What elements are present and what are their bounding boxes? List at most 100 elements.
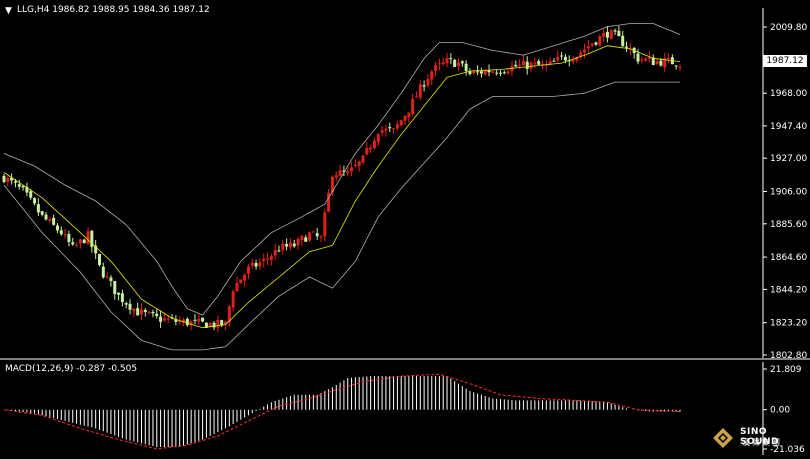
candle-body — [472, 71, 476, 74]
candle-body — [479, 71, 483, 74]
candle-body — [586, 46, 590, 49]
candle-body — [430, 71, 434, 80]
candle-body — [300, 236, 304, 241]
candle-body — [288, 242, 292, 248]
candle-body — [113, 281, 117, 294]
logo-name: SINO SOUND — [740, 427, 779, 447]
candle-body — [445, 58, 449, 64]
candle-body — [277, 250, 281, 252]
candle-body — [674, 65, 678, 67]
candle-body — [147, 312, 151, 314]
candle-body — [571, 59, 575, 62]
moving-average — [3, 45, 681, 329]
candle-body — [101, 266, 105, 278]
candle-body — [617, 30, 621, 37]
candle-body — [94, 245, 98, 254]
candle-body — [243, 274, 247, 281]
candle-body — [13, 181, 17, 183]
candle-body — [78, 239, 82, 244]
candle-body — [659, 60, 663, 66]
candle-body — [476, 71, 480, 73]
current-price-label: 1987.12 — [763, 55, 807, 67]
candle-body — [323, 212, 327, 237]
candle-body — [124, 303, 128, 305]
candle-body — [10, 177, 14, 181]
candle-body — [82, 239, 86, 244]
candle-body — [583, 49, 587, 53]
candle-body — [174, 319, 178, 322]
candle-body — [667, 57, 671, 59]
candle-body — [315, 233, 319, 237]
candle-body — [97, 254, 101, 266]
candle-body — [308, 232, 312, 241]
candle-body — [281, 243, 285, 251]
candle-body — [117, 292, 121, 295]
candle-body — [342, 170, 346, 172]
candle-body — [541, 63, 545, 65]
candle-body — [2, 175, 6, 182]
candle-body — [376, 133, 380, 143]
candle-body — [453, 59, 457, 67]
candle-body — [227, 306, 231, 323]
price-tick-label: 1802.80 — [770, 351, 807, 361]
candle-body — [380, 130, 384, 133]
candle-body — [40, 211, 44, 215]
sinosound-logo: SINO SOUND 漢聲集團 — [712, 427, 804, 449]
candle-body — [109, 277, 113, 282]
candle-body — [350, 167, 354, 172]
candle-body — [193, 319, 197, 321]
candle-body — [55, 225, 59, 231]
candle-body — [395, 124, 399, 129]
candle-body — [602, 32, 606, 37]
candle-body — [346, 171, 350, 174]
candle-body — [105, 276, 109, 278]
candle-body — [128, 303, 132, 310]
macd-tick-label: -21.036 — [770, 445, 805, 455]
candle-body — [285, 243, 289, 247]
candle-body — [239, 279, 243, 284]
candle-body — [506, 71, 510, 74]
candle-body — [120, 293, 124, 303]
macd-header: MACD(12,26,9) -0.287 -0.505 — [5, 364, 138, 374]
price-tick-label: 1968.00 — [770, 89, 807, 99]
symbol-menu-arrow-icon[interactable]: ▼ — [5, 6, 12, 16]
candle-body — [235, 282, 239, 292]
candle-body — [483, 70, 487, 75]
macd-signal-line — [3, 373, 681, 450]
candle-body — [456, 62, 460, 66]
candle-body — [220, 320, 224, 326]
candle-body — [258, 262, 262, 266]
candle-body — [353, 164, 357, 167]
candle-body — [426, 78, 430, 86]
logo-diamond-icon — [713, 428, 733, 448]
price-tick-label: 1927.00 — [770, 154, 807, 164]
candle-body — [330, 176, 334, 193]
macd-signal-path — [3, 373, 681, 450]
bollinger-bands — [3, 23, 681, 351]
candle-body — [327, 192, 331, 212]
candle-body — [411, 98, 415, 115]
candle-body — [224, 321, 228, 325]
candle-body — [518, 64, 522, 66]
macd-tick-label: 0.00 — [770, 406, 790, 416]
macd-ticks: 21.809 0.00 -21.036 — [763, 365, 805, 455]
candle-body — [254, 263, 258, 267]
candle-body — [208, 323, 212, 327]
candle-body — [185, 318, 189, 326]
candle-body — [86, 231, 90, 244]
candle-body — [17, 184, 21, 187]
candle-body — [651, 57, 655, 66]
candle-body — [292, 243, 296, 247]
price-tick-label: 1823.20 — [770, 319, 807, 329]
candle-body — [613, 30, 617, 32]
candle-body — [63, 234, 67, 236]
candle-body — [548, 61, 552, 64]
candle-body — [246, 266, 250, 274]
bollinger-upper-line — [3, 23, 681, 316]
candle-body — [575, 56, 579, 61]
candle-body — [556, 56, 560, 61]
candle-body — [609, 30, 613, 39]
candle-body — [399, 120, 403, 126]
candle-body — [155, 313, 159, 317]
candle-body — [311, 231, 315, 233]
